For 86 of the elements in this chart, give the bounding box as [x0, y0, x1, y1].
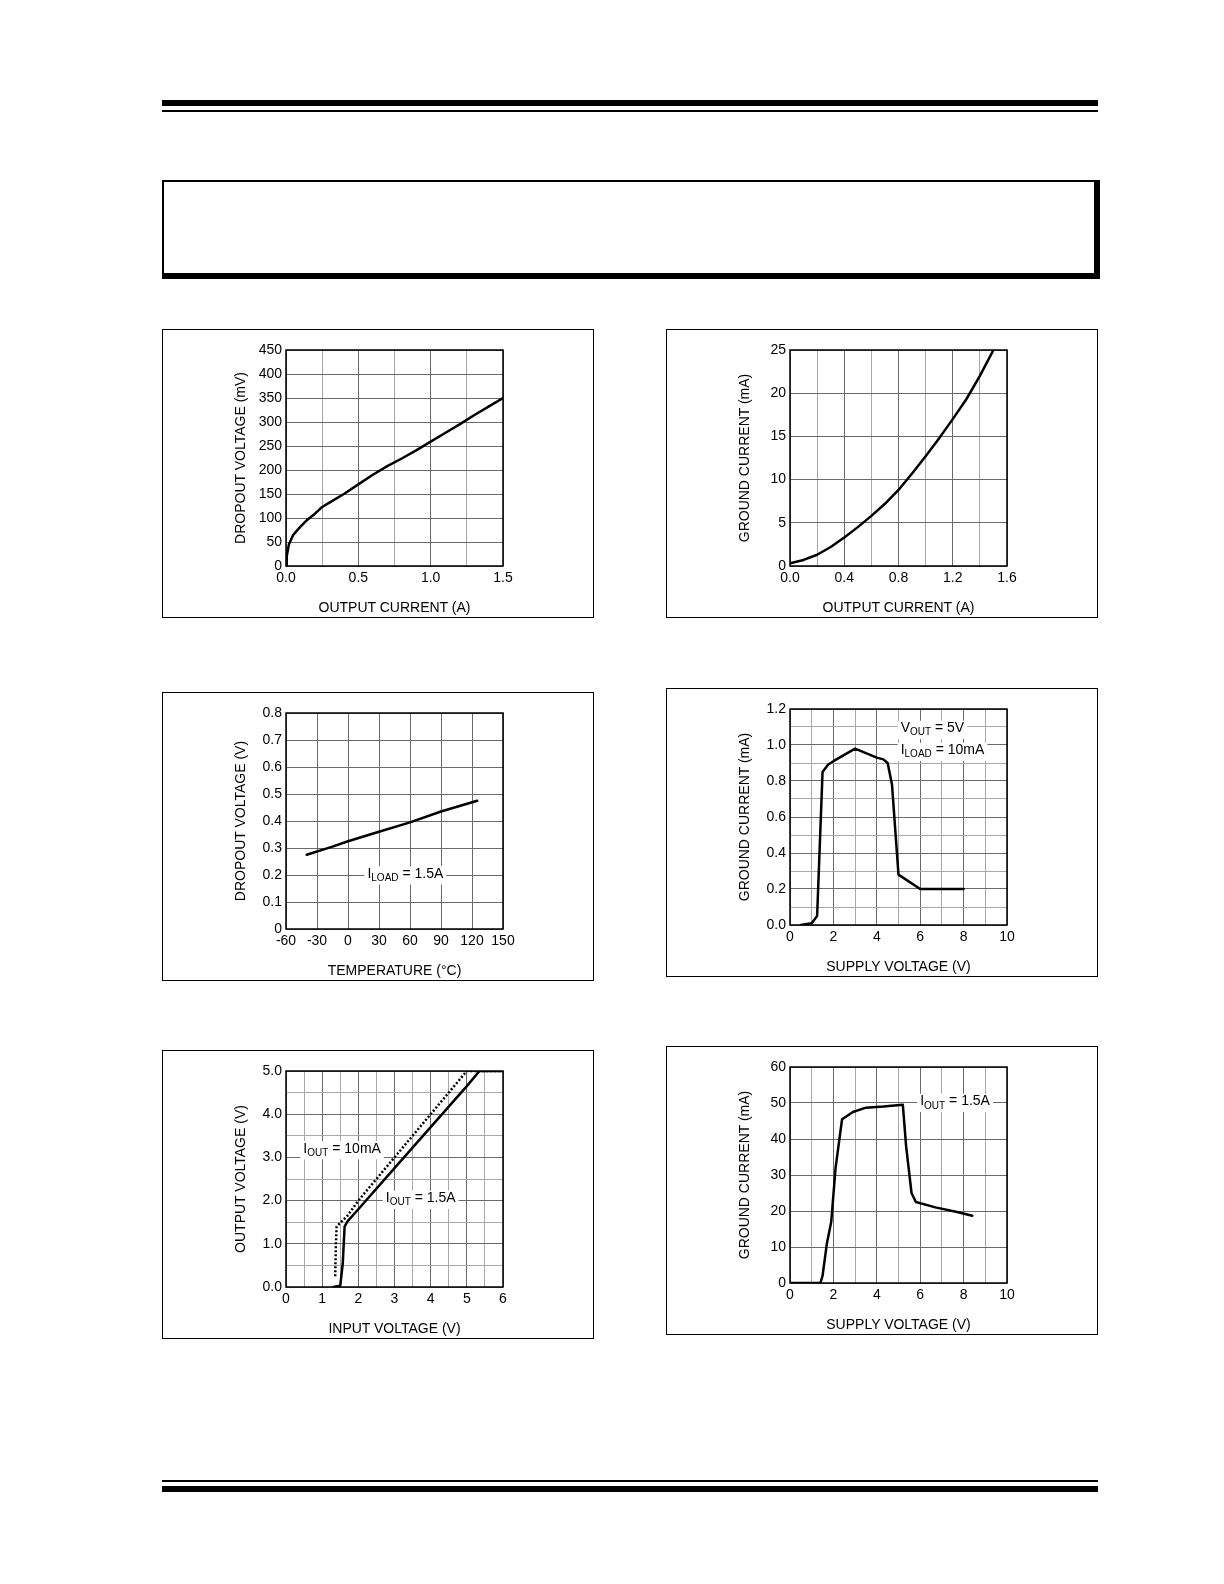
- y-tick-label: 0.4: [262, 811, 283, 828]
- x-tick-label: 10: [999, 928, 1015, 945]
- y-tick-label: 10: [770, 1237, 787, 1254]
- y-tick-label: 0.3: [262, 838, 283, 855]
- y-tick-label: 5.0: [262, 1061, 283, 1078]
- x-tick-label: 60: [402, 932, 418, 949]
- x-tick-label: 4: [872, 928, 881, 945]
- y-tick-label: 0.2: [262, 865, 283, 882]
- y-tick-label: 0: [274, 556, 283, 573]
- y-tick-label: 0.6: [766, 807, 787, 824]
- y-tick-label: 0.2: [766, 879, 787, 896]
- x-axis-title: OUTPUT CURRENT (A): [822, 599, 975, 616]
- y-tick-label: 0: [778, 556, 787, 573]
- y-tick-label: 50: [770, 1093, 787, 1110]
- x-tick-label: 0: [344, 932, 353, 949]
- y-tick-label: 60: [770, 1057, 787, 1074]
- y-tick-label: 2.0: [262, 1191, 283, 1208]
- x-axis-title: INPUT VOLTAGE (V): [328, 1320, 461, 1337]
- x-tick-label: -60: [275, 932, 297, 949]
- x-tick-label: 5: [462, 1290, 471, 1307]
- y-axis-title: GROUND CURRENT (mA): [736, 732, 753, 902]
- x-axis-title: SUPPLY VOLTAGE (V): [826, 958, 971, 975]
- y-tick-label: 4.0: [262, 1105, 283, 1122]
- x-tick-label: 90: [433, 932, 449, 949]
- x-tick-label: 1.0: [420, 569, 441, 586]
- y-tick-label: 0.7: [262, 730, 283, 747]
- x-axis-title: TEMPERATURE (°C): [327, 962, 462, 979]
- y-axis-title: GROUND CURRENT (mA): [736, 1090, 753, 1260]
- y-tick-label: 150: [258, 484, 283, 501]
- y-axis-title: OUTPUT VOLTAGE (V): [232, 1105, 249, 1253]
- x-tick-label: 150: [491, 932, 515, 949]
- y-tick-label: 1.2: [766, 699, 787, 716]
- y-tick-label: 0.8: [262, 703, 283, 720]
- x-tick-label: 3: [390, 1290, 399, 1307]
- y-tick-label: 400: [258, 364, 283, 381]
- y-tick-label: 450: [258, 340, 283, 357]
- x-tick-label: -30: [306, 932, 328, 949]
- x-axis-title: SUPPLY VOLTAGE (V): [826, 1316, 971, 1333]
- y-tick-label: 50: [266, 532, 283, 549]
- y-tick-label: 200: [258, 460, 283, 477]
- y-tick-label: 250: [258, 436, 283, 453]
- y-tick-label: 300: [258, 412, 283, 429]
- y-tick-label: 20: [770, 1201, 787, 1218]
- y-axis-title: GROUND CURRENT (mA): [736, 373, 753, 543]
- y-tick-label: 100: [258, 508, 283, 525]
- x-tick-label: 8: [959, 928, 968, 945]
- x-tick-label: 1.2: [943, 569, 963, 586]
- y-tick-label: 10: [770, 470, 787, 487]
- y-tick-label: 0: [778, 1273, 787, 1290]
- y-tick-label: 30: [770, 1165, 787, 1182]
- x-tick-label: 120: [460, 932, 484, 949]
- y-tick-label: 20: [770, 384, 787, 401]
- y-tick-label: 0.4: [766, 843, 787, 860]
- y-tick-label: 25: [770, 340, 787, 357]
- x-tick-label: 8: [959, 1286, 968, 1303]
- x-tick-label: 4: [426, 1290, 435, 1307]
- x-tick-label: 0.8: [888, 569, 909, 586]
- x-tick-label: 2: [829, 928, 838, 945]
- x-tick-label: 6: [499, 1290, 508, 1307]
- y-axis-title: DROPOUT VOLTAGE (mV): [232, 372, 249, 544]
- x-tick-label: 1.5: [493, 569, 513, 586]
- y-tick-label: 350: [258, 388, 283, 405]
- x-tick-label: 30: [371, 932, 387, 949]
- x-tick-label: 6: [916, 928, 925, 945]
- y-tick-label: 0.0: [766, 915, 787, 932]
- y-tick-label: 0.1: [262, 892, 283, 909]
- x-tick-label: 1: [318, 1290, 327, 1307]
- y-tick-label: 15: [770, 427, 787, 444]
- x-tick-label: 2: [354, 1290, 363, 1307]
- x-tick-label: 10: [999, 1286, 1015, 1303]
- x-tick-label: 0.4: [834, 569, 855, 586]
- y-tick-label: 40: [770, 1129, 787, 1146]
- y-tick-label: 3.0: [262, 1148, 283, 1165]
- y-tick-label: 1.0: [766, 735, 787, 752]
- x-axis-title: OUTPUT CURRENT (A): [318, 599, 471, 616]
- x-tick-label: 0.5: [348, 569, 369, 586]
- x-tick-label: 2: [829, 1286, 838, 1303]
- y-tick-label: 0.5: [262, 784, 283, 801]
- y-tick-label: 0.8: [766, 771, 787, 788]
- y-tick-label: 0.6: [262, 757, 283, 774]
- y-tick-label: 5: [778, 513, 787, 530]
- x-tick-label: 1.6: [997, 569, 1017, 586]
- y-tick-label: 1.0: [262, 1234, 283, 1251]
- y-axis-title: DROPOUT VOLTAGE (V): [232, 740, 249, 902]
- x-tick-label: 4: [872, 1286, 881, 1303]
- x-tick-label: 6: [916, 1286, 925, 1303]
